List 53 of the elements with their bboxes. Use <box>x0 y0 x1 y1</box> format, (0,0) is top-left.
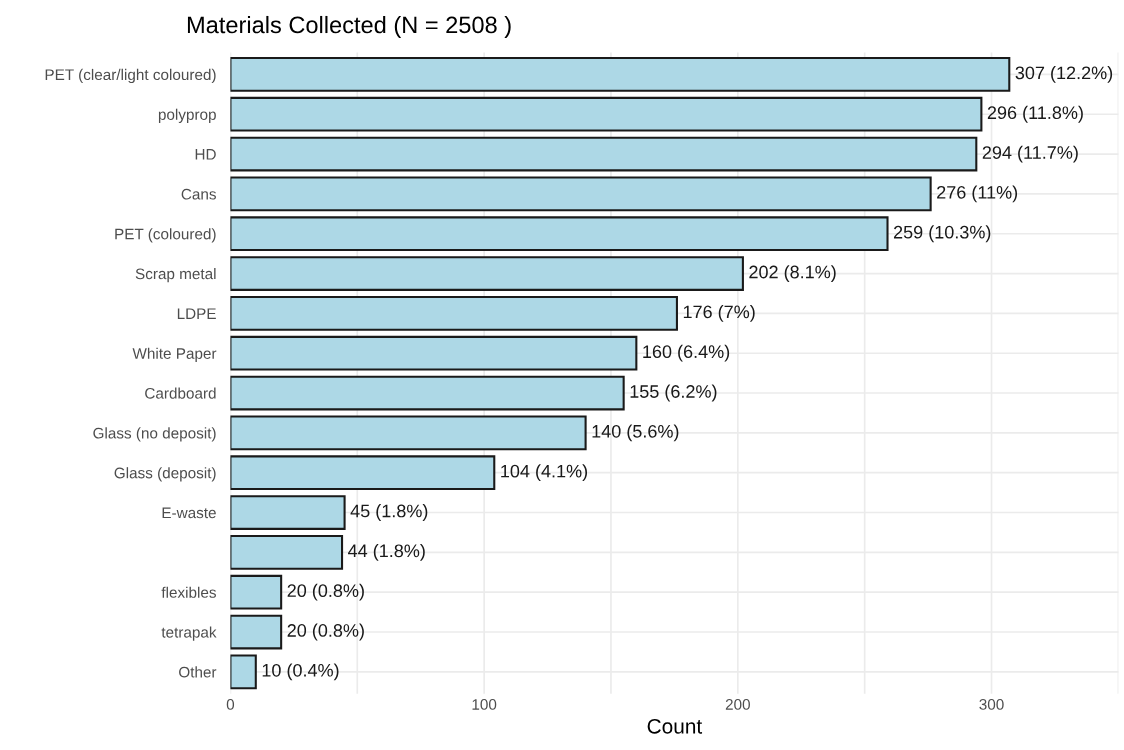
bar <box>230 57 1011 92</box>
bar <box>230 375 625 411</box>
bar <box>230 495 346 530</box>
x-tick-label: 100 <box>472 699 497 710</box>
x-tick-label: 0 <box>226 699 235 710</box>
data-label: 104 (4.1%) <box>501 464 588 482</box>
y-tick-label: LDPE <box>177 308 216 319</box>
y-tick-label: White Paper <box>132 347 217 362</box>
chart-title: Materials Collected (N = 2508 ) <box>187 15 511 38</box>
data-label: 20 (0.8%) <box>287 623 364 641</box>
bar <box>230 415 587 451</box>
y-tick-label: Cardboard <box>145 387 216 399</box>
data-label: 202 (8.1%) <box>749 265 836 282</box>
data-label: 296 (11.8%) <box>987 105 1083 123</box>
y-tick-label: PET (clear/light coloured) <box>45 68 216 84</box>
data-label: 176 (7%) <box>683 304 755 322</box>
bar <box>230 96 983 132</box>
bar <box>230 654 257 690</box>
y-tick-label: polyprop <box>158 108 216 123</box>
y-tick-label: Cans <box>181 188 216 200</box>
bar <box>230 296 678 331</box>
data-label: 45 (1.8%) <box>350 504 428 521</box>
data-label: 44 (1.8%) <box>348 543 425 561</box>
y-tick-label: Scrap metal <box>135 268 216 283</box>
y-tick-label: E-waste <box>162 507 216 519</box>
y-tick-label: Other <box>179 666 217 678</box>
y-tick-label: flexibles <box>161 586 216 598</box>
bar <box>230 534 344 570</box>
bar <box>230 614 283 650</box>
bar <box>230 216 889 252</box>
bar <box>230 574 283 610</box>
y-tick-label: tetrapak <box>161 626 217 641</box>
x-tick-label: 300 <box>979 699 1004 710</box>
data-label: 259 (10.3%) <box>893 225 991 243</box>
bar <box>230 256 744 291</box>
data-label: 140 (5.6%) <box>592 424 679 442</box>
bar <box>230 176 932 212</box>
y-tick-label: Glass (no deposit) <box>93 427 216 442</box>
y-tick-label: Glass (deposit) <box>114 467 216 482</box>
data-label: 10 (0.4%) <box>262 663 339 681</box>
data-label: 155 (6.2%) <box>630 384 717 402</box>
data-label: 307 (12.2%) <box>1015 65 1113 83</box>
bar <box>230 455 496 491</box>
data-label: 160 (6.4%) <box>643 344 730 362</box>
bar <box>230 335 638 371</box>
data-label: 20 (0.8%) <box>287 583 364 601</box>
x-tick-label: 200 <box>725 699 750 710</box>
data-label: 276 (11%) <box>937 185 1018 203</box>
bar <box>230 136 978 172</box>
data-label: 294 (11.7%) <box>982 145 1078 163</box>
y-tick-label: HD <box>195 149 216 160</box>
x-axis-title: Count <box>647 718 703 734</box>
y-tick-label: PET (coloured) <box>115 228 216 243</box>
